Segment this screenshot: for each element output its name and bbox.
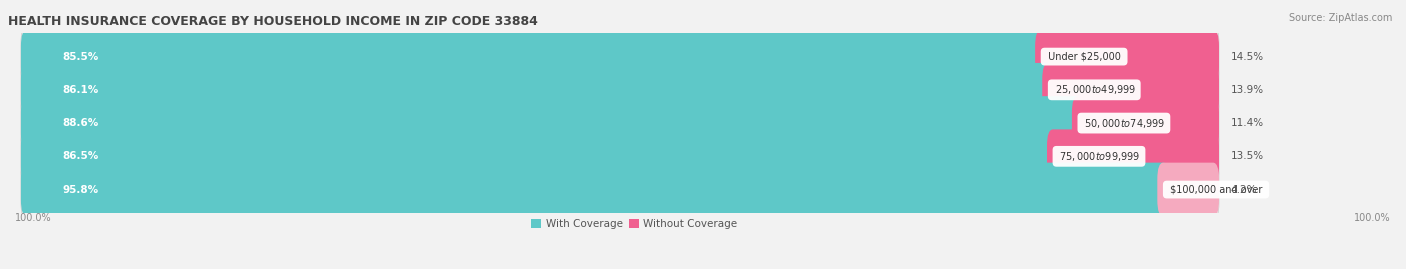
FancyBboxPatch shape: [21, 27, 1219, 87]
FancyBboxPatch shape: [21, 93, 1219, 153]
Text: Source: ZipAtlas.com: Source: ZipAtlas.com: [1288, 13, 1392, 23]
Text: 100.0%: 100.0%: [15, 214, 52, 224]
Text: 95.8%: 95.8%: [62, 185, 98, 194]
FancyBboxPatch shape: [1157, 163, 1219, 217]
Text: 88.6%: 88.6%: [62, 118, 98, 128]
FancyBboxPatch shape: [21, 30, 1047, 84]
Text: 100.0%: 100.0%: [1354, 214, 1391, 224]
Text: $100,000 and over: $100,000 and over: [1167, 185, 1265, 194]
Text: 4.2%: 4.2%: [1230, 185, 1257, 194]
Text: $50,000 to $74,999: $50,000 to $74,999: [1081, 116, 1167, 130]
Text: Under $25,000: Under $25,000: [1045, 52, 1123, 62]
FancyBboxPatch shape: [1047, 129, 1219, 183]
Text: 14.5%: 14.5%: [1230, 52, 1264, 62]
Text: 13.5%: 13.5%: [1230, 151, 1264, 161]
FancyBboxPatch shape: [1042, 63, 1219, 117]
Text: 13.9%: 13.9%: [1230, 85, 1264, 95]
Text: $25,000 to $49,999: $25,000 to $49,999: [1052, 83, 1137, 96]
FancyBboxPatch shape: [21, 96, 1084, 150]
Text: 85.5%: 85.5%: [62, 52, 98, 62]
FancyBboxPatch shape: [21, 163, 1170, 217]
Text: 86.1%: 86.1%: [62, 85, 98, 95]
Text: $75,000 to $99,999: $75,000 to $99,999: [1056, 150, 1142, 163]
Legend: With Coverage, Without Coverage: With Coverage, Without Coverage: [531, 219, 738, 229]
FancyBboxPatch shape: [21, 129, 1059, 183]
Text: 86.5%: 86.5%: [62, 151, 98, 161]
Text: HEALTH INSURANCE COVERAGE BY HOUSEHOLD INCOME IN ZIP CODE 33884: HEALTH INSURANCE COVERAGE BY HOUSEHOLD I…: [8, 15, 538, 28]
FancyBboxPatch shape: [1071, 96, 1219, 150]
Text: 11.4%: 11.4%: [1230, 118, 1264, 128]
FancyBboxPatch shape: [21, 160, 1219, 220]
FancyBboxPatch shape: [21, 60, 1219, 120]
FancyBboxPatch shape: [21, 126, 1219, 186]
FancyBboxPatch shape: [21, 63, 1054, 117]
FancyBboxPatch shape: [1035, 30, 1219, 84]
